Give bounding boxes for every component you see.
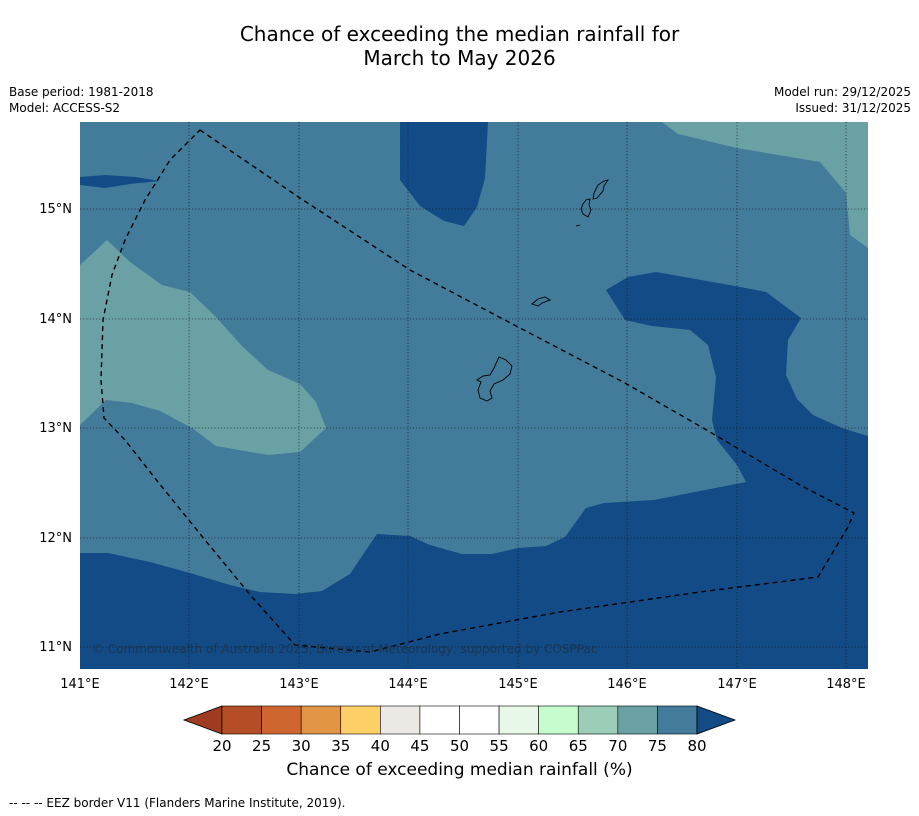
colorbar-label-30: 30 (292, 737, 311, 755)
region-80-plus-south (80, 272, 868, 669)
region-70-75-northeast (662, 122, 868, 248)
colorbar-swatch-55-60 (498, 705, 539, 735)
aguijan-island (575, 224, 581, 227)
lon-tick-144: 144°E (388, 677, 428, 692)
colorbar-swatch-50-55 (459, 705, 500, 735)
colorbar-swatch-70-75 (617, 705, 658, 735)
colorbar: 20 25 30 35 40 45 50 55 60 65 70 75 80 (182, 705, 737, 755)
meta-right: Model run: 29/12/2025 Issued: 31/12/2025 (774, 84, 911, 116)
map-title: Chance of exceeding the median rainfall … (0, 22, 919, 70)
issued-date: Issued: 31/12/2025 (795, 101, 911, 115)
lon-tick-145: 145°E (498, 677, 538, 692)
lon-tick-148: 148°E (826, 677, 866, 692)
colorbar-label-50: 50 (450, 737, 469, 755)
region-80-plus-northwest-sliver (80, 175, 160, 188)
colorbar-label-20: 20 (212, 737, 231, 755)
lat-tick-14: 14°N (39, 312, 72, 327)
colorbar-swatches (221, 705, 698, 735)
guam-island (476, 356, 513, 402)
colorbar-swatch-65-70 (577, 705, 619, 735)
region-70-75-west (80, 240, 326, 455)
lat-tick-11: 11°N (39, 640, 72, 655)
latitude-labels: 15°N 14°N 13°N 12°N 11°N (39, 202, 72, 655)
colorbar-swatch-45-50 (419, 705, 460, 735)
tinian-island (580, 198, 592, 218)
rota-island (531, 296, 552, 307)
meta-left: Base period: 1981-2018 Model: ACCESS-S2 (9, 84, 154, 116)
lon-tick-142: 142°E (169, 677, 209, 692)
lat-tick-12: 12°N (39, 531, 72, 546)
title-line-2: March to May 2026 (363, 46, 556, 70)
gridlines (80, 122, 868, 669)
colorbar-label-40: 40 (371, 737, 390, 755)
lon-tick-141: 141°E (60, 677, 100, 692)
eez-footer-note: -- -- -- EEZ border V11 (Flanders Marine… (9, 796, 346, 810)
lon-tick-143: 143°E (279, 677, 319, 692)
colorbar-swatch-20-25 (221, 705, 262, 735)
colorbar-label-45: 45 (410, 737, 429, 755)
lat-tick-15: 15°N (39, 202, 72, 217)
colorbar-label-60: 60 (529, 737, 548, 755)
lat-tick-13: 13°N (39, 421, 72, 436)
lon-tick-146: 146°E (607, 677, 647, 692)
colorbar-swatch-25-30 (261, 705, 302, 735)
colorbar-swatch-60-65 (538, 705, 579, 735)
base-period: Base period: 1981-2018 (9, 85, 154, 99)
colorbar-over-arrow (696, 705, 737, 735)
colorbar-label-75: 75 (648, 737, 667, 755)
title-line-1: Chance of exceeding the median rainfall … (239, 22, 680, 46)
colorbar-labels: 20 25 30 35 40 45 50 55 60 65 70 75 80 (212, 737, 706, 755)
colorbar-swatch-35-40 (340, 705, 381, 735)
copyright-text: © Commonwealth of Australia 2025, Bureau… (92, 642, 597, 656)
colorbar-swatch-40-45 (380, 705, 421, 735)
model-name: Model: ACCESS-S2 (9, 101, 121, 115)
colorbar-label-80: 80 (687, 737, 706, 755)
colorbar-under-arrow (182, 705, 223, 735)
saipan-island (592, 179, 610, 200)
colorbar-title: Chance of exceeding median rainfall (%) (286, 760, 633, 780)
model-run: Model run: 29/12/2025 (773, 85, 911, 99)
colorbar-label-35: 35 (331, 737, 350, 755)
islands (476, 179, 610, 402)
colorbar-swatch-75-80 (657, 705, 698, 735)
lon-tick-147: 147°E (717, 677, 757, 692)
longitude-labels: 141°E 142°E 143°E 144°E 145°E 146°E 147°… (60, 677, 866, 692)
colorbar-label-55: 55 (490, 737, 509, 755)
region-80-plus-north (400, 122, 488, 226)
rainfall-map: © Commonwealth of Australia 2025, Bureau… (80, 122, 868, 669)
colorbar-label-70: 70 (608, 737, 627, 755)
colorbar-swatch-30-35 (300, 705, 342, 735)
colorbar-label-25: 25 (252, 737, 271, 755)
colorbar-label-65: 65 (569, 737, 588, 755)
